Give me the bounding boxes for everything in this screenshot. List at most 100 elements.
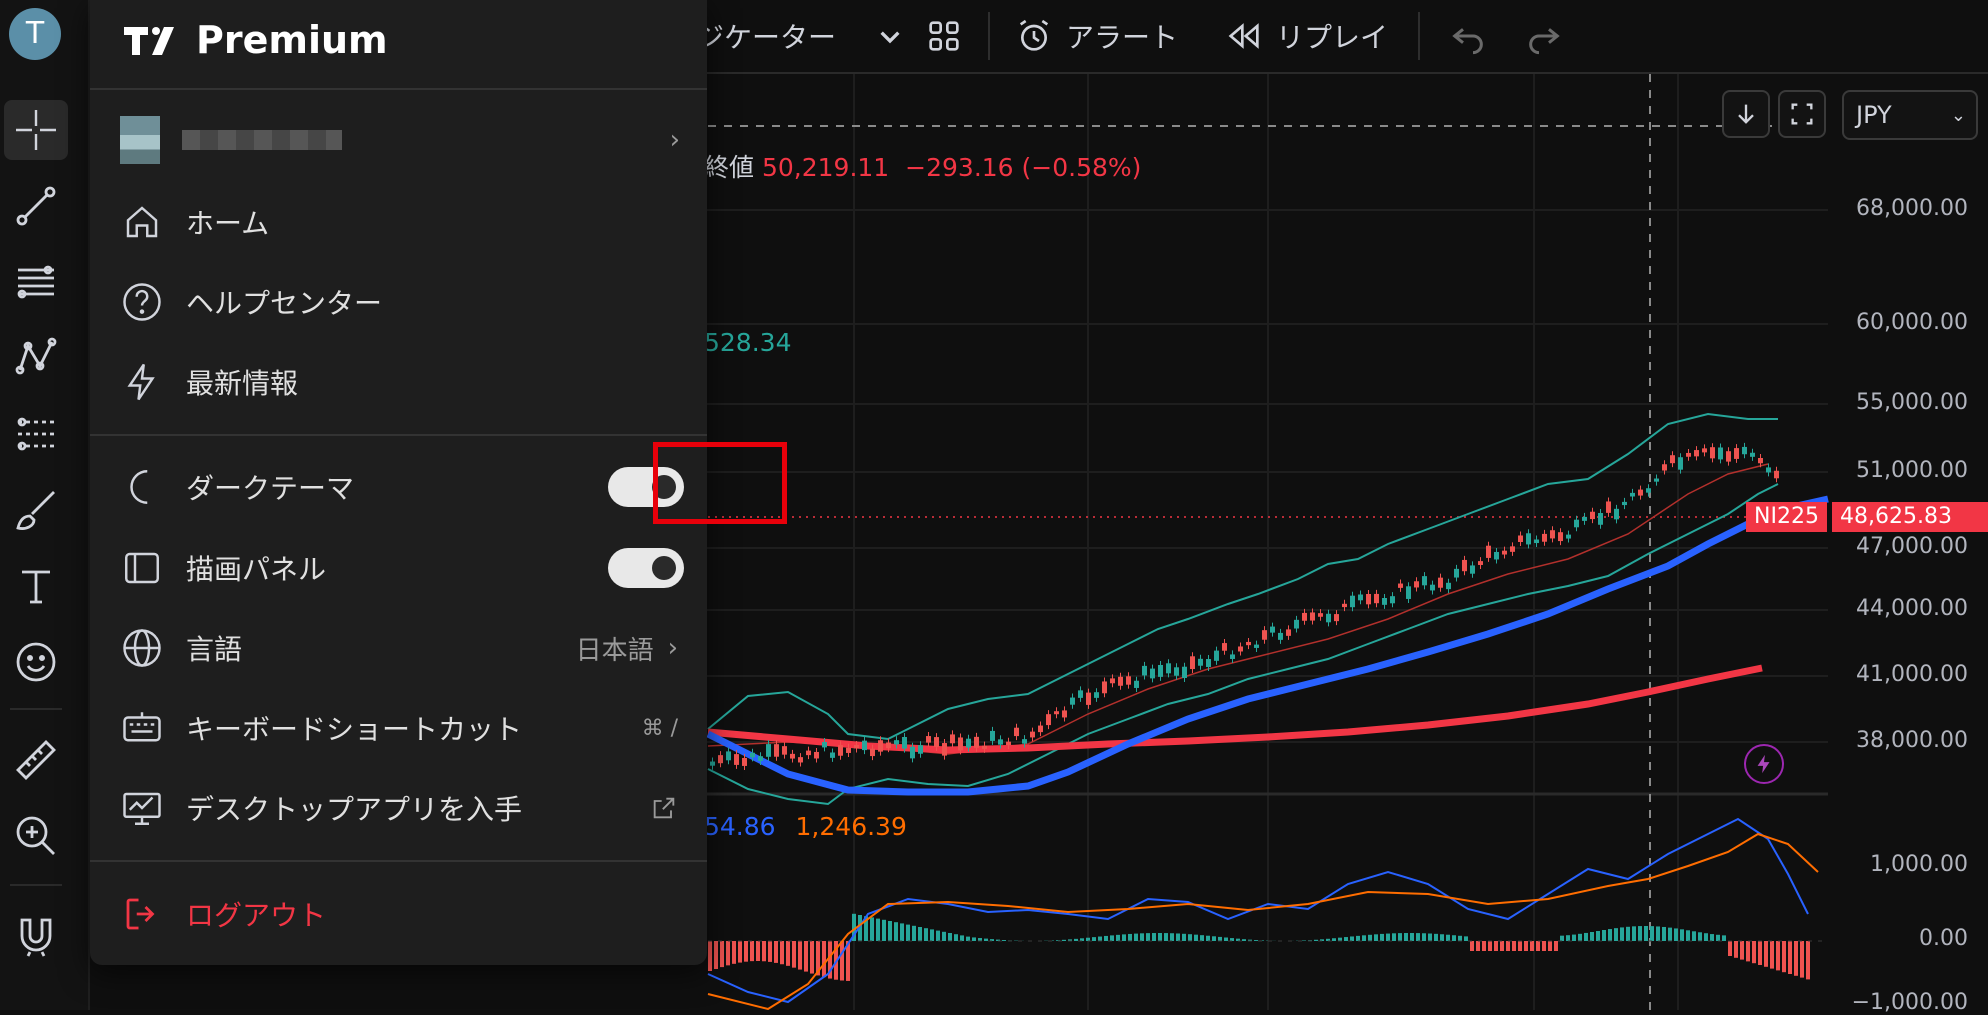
drawing-panel-toggle[interactable] bbox=[608, 548, 684, 588]
menu-item-logout[interactable]: ログアウト bbox=[118, 882, 678, 946]
profile-row[interactable]: › bbox=[120, 108, 680, 172]
price-axis-label: 55,000.00 bbox=[1856, 390, 1968, 415]
replay-button[interactable]: リプレイ bbox=[1224, 14, 1388, 58]
fib-tool[interactable] bbox=[4, 252, 68, 312]
toolbar-divider bbox=[1418, 12, 1420, 60]
macd-bar bbox=[1746, 941, 1750, 961]
candle-body bbox=[934, 737, 939, 747]
candle-body bbox=[862, 741, 867, 750]
macd-bar bbox=[882, 920, 886, 941]
emoji-tool[interactable] bbox=[4, 632, 68, 692]
candle-body bbox=[1070, 698, 1075, 705]
macd-bar bbox=[1470, 941, 1474, 951]
lightning-icon[interactable] bbox=[1744, 744, 1784, 784]
legend-close: 終値 50,219.11 −293.16 (−0.58%) bbox=[704, 148, 1141, 184]
macd-line bbox=[708, 819, 1808, 1002]
macd-bar bbox=[1800, 941, 1804, 978]
candle-body bbox=[1558, 532, 1563, 541]
candle-body bbox=[1078, 690, 1083, 698]
fullscreen-button[interactable] bbox=[1778, 90, 1826, 138]
user-avatar[interactable]: T bbox=[9, 8, 61, 60]
candle-body bbox=[734, 754, 739, 765]
candle-body bbox=[1438, 578, 1443, 588]
macd-bar bbox=[1614, 928, 1618, 941]
redo-button[interactable] bbox=[1524, 14, 1564, 58]
replay-label: リプレイ bbox=[1276, 16, 1388, 56]
candle-body bbox=[1758, 458, 1763, 463]
macd-bar bbox=[954, 934, 958, 941]
macd-bar bbox=[1674, 928, 1678, 941]
menu-item-help[interactable]: ヘルプセンター bbox=[118, 270, 678, 334]
candle-body bbox=[1198, 659, 1203, 666]
currency-select[interactable]: JPY ⌄ bbox=[1842, 90, 1978, 140]
macd-bar bbox=[732, 941, 736, 964]
pattern-tool[interactable] bbox=[4, 328, 68, 388]
macd-bar bbox=[1428, 934, 1432, 941]
last-price-tag: 48,625.83 bbox=[1832, 502, 1988, 532]
macd-bar bbox=[1182, 934, 1186, 941]
candle-body bbox=[798, 757, 803, 762]
candle-body bbox=[1726, 451, 1731, 461]
candle-body bbox=[1294, 620, 1299, 629]
menu-item-news[interactable]: 最新情報 bbox=[118, 350, 678, 414]
macd-bar bbox=[756, 941, 760, 961]
crosshair-tool[interactable] bbox=[4, 100, 68, 160]
zoom-tool[interactable] bbox=[4, 806, 68, 866]
menu-item-shortcuts[interactable]: キーボードショートカット ⌘ / bbox=[118, 696, 678, 760]
candle-body bbox=[1054, 711, 1059, 714]
magnet-tool[interactable] bbox=[4, 906, 68, 966]
macd-bar bbox=[1152, 933, 1156, 941]
candle-body bbox=[774, 744, 779, 757]
candle-body bbox=[918, 745, 923, 754]
menu-item-drawing-panel[interactable]: 描画パネル bbox=[118, 536, 678, 600]
candle-body bbox=[1590, 512, 1595, 519]
candle-body bbox=[806, 751, 811, 756]
macd-bar bbox=[1374, 934, 1378, 941]
candle-body bbox=[958, 737, 963, 750]
menu-item-language[interactable]: 言語 日本語 › bbox=[118, 616, 678, 680]
macd-bar bbox=[1716, 935, 1720, 941]
candle-body bbox=[1014, 728, 1019, 736]
candle-body bbox=[1606, 501, 1611, 512]
candlesticks[interactable] bbox=[710, 443, 1779, 770]
menu-item-home[interactable]: ホーム bbox=[118, 190, 678, 254]
text-tool[interactable] bbox=[4, 556, 68, 616]
macd-bar bbox=[1158, 933, 1162, 941]
trend-line-tool[interactable] bbox=[4, 176, 68, 236]
macd-bar bbox=[720, 941, 724, 967]
candle-body bbox=[1678, 457, 1683, 469]
macd-bar bbox=[1776, 941, 1780, 970]
candle-body bbox=[1750, 453, 1755, 457]
candle-body bbox=[1214, 651, 1219, 661]
undo-button[interactable] bbox=[1448, 14, 1488, 58]
macd-bar bbox=[762, 941, 766, 961]
indicators-button[interactable]: ジケーター bbox=[696, 14, 836, 58]
macd-bar bbox=[1740, 941, 1744, 960]
currency-value: JPY bbox=[1856, 101, 1892, 129]
indicators-dropdown[interactable] bbox=[870, 14, 910, 58]
scroll-to-latest-button[interactable] bbox=[1722, 90, 1770, 138]
candle-body bbox=[1038, 726, 1043, 733]
menu-item-dark-theme[interactable]: ダークテーマ bbox=[118, 455, 678, 519]
candle-body bbox=[870, 749, 875, 756]
candle-body bbox=[1574, 520, 1579, 528]
macd-bar bbox=[984, 939, 988, 941]
menu-item-desktop-app[interactable]: デスクトップアプリを入手 bbox=[118, 776, 678, 840]
macd-bar bbox=[1686, 930, 1690, 941]
brush-tool[interactable] bbox=[4, 480, 68, 540]
macd-bar bbox=[1002, 940, 1006, 941]
projection-tool[interactable] bbox=[4, 404, 68, 464]
layout-button[interactable] bbox=[924, 14, 964, 58]
panel-icon bbox=[121, 547, 163, 589]
chevron-down-icon bbox=[870, 16, 910, 56]
macd-bar bbox=[960, 935, 964, 941]
candle-body bbox=[1046, 714, 1051, 725]
candle-body bbox=[1358, 595, 1363, 601]
candle-body bbox=[1166, 663, 1171, 673]
candle-body bbox=[1534, 540, 1539, 544]
ruler-tool[interactable] bbox=[4, 730, 68, 790]
fib-retracement-icon bbox=[12, 258, 60, 306]
candle-body bbox=[1238, 646, 1243, 651]
candle-body bbox=[990, 731, 995, 741]
alert-button[interactable]: アラート bbox=[1014, 14, 1178, 58]
